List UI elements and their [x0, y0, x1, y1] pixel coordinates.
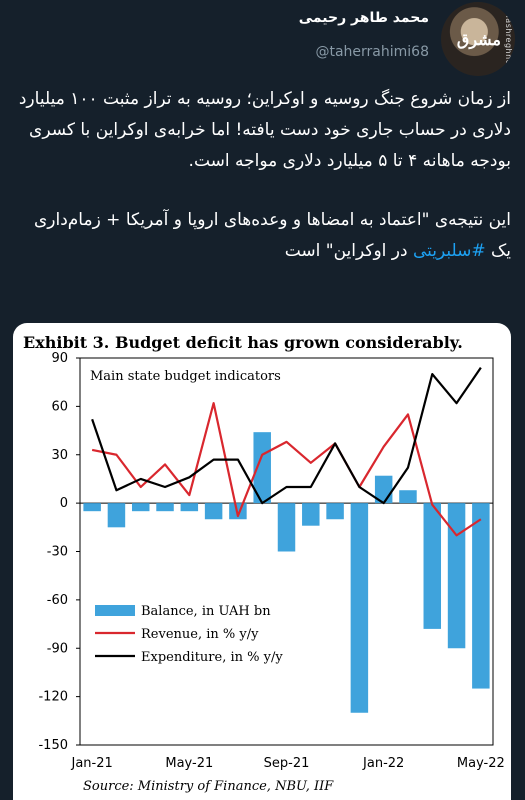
balance-bar	[350, 503, 369, 713]
avatar-logo: مشرق	[456, 30, 501, 49]
y-tick-label: -150	[38, 738, 68, 753]
x-tick-label: May-21	[165, 756, 213, 771]
avatar[interactable]: mashreghnews.ir مشرق	[441, 2, 515, 76]
balance-bar	[447, 503, 466, 649]
y-tick-label: 90	[51, 351, 68, 366]
legend-label: Expenditure, in % y/y	[141, 650, 283, 665]
y-tick-label: -120	[38, 690, 68, 705]
balance-bar	[399, 490, 417, 504]
display-name[interactable]: محمد طاهر رحیمی	[298, 10, 429, 26]
y-tick-label: 30	[51, 448, 68, 463]
revenue-line	[91, 402, 482, 537]
tweet-paragraph-1: از زمان شروع جنگ روسیه و اوکراین؛ روسیه …	[18, 89, 511, 171]
chart-image[interactable]: Exhibit 3. Budget deficit has grown cons…	[13, 323, 511, 800]
hashtag-link[interactable]: #سلبریتی	[412, 241, 486, 261]
y-tick-label: -30	[47, 545, 68, 560]
balance-bar	[326, 503, 344, 520]
user-handle[interactable]: @taherrahimi68	[315, 44, 429, 60]
balance-bar	[302, 503, 320, 526]
y-tick-label: 0	[60, 496, 68, 511]
balance-bar	[156, 503, 174, 512]
balance-bar	[107, 503, 126, 528]
balance-bar	[131, 503, 150, 512]
balance-bar	[180, 503, 199, 512]
balance-bar	[83, 503, 101, 512]
expenditure-line	[91, 367, 482, 505]
legend-swatch-balance	[95, 605, 135, 616]
x-tick-label: Sep-21	[264, 756, 310, 771]
legend-label: Revenue, in % y/y	[141, 627, 259, 642]
balance-bar	[423, 503, 442, 629]
x-tick-label: May-22	[457, 756, 505, 771]
y-tick-label: -60	[47, 593, 68, 608]
chart-source: Source: Ministry of Finance, NBU, IIF	[83, 779, 334, 794]
tweet-paragraph-2-start: این نتیجه‌ی "اعتماد به امضاها و وعده‌های…	[33, 210, 511, 261]
x-tick-label: Jan-21	[71, 756, 113, 771]
chart-subtitle: Main state budget indicators	[90, 369, 281, 384]
tweet-paragraph-2-end: در اوکراین" است	[284, 241, 413, 261]
balance-bar	[253, 432, 271, 504]
tweet-header: mashreghnews.ir مشرق محمد طاهر رحیمی @ta…	[0, 0, 525, 80]
tweet-text: از زمان شروع جنگ روسیه و اوکراین؛ روسیه …	[11, 84, 511, 267]
y-tick-label: 60	[51, 399, 68, 414]
budget-chart: 90 60 30 0 -30 -60 -90 -120 -150 Main state budge…	[38, 351, 505, 771]
tweet-paragraph-2: این نتیجه‌ی "اعتماد به امضاها و وعده‌های…	[11, 205, 511, 267]
balance-bar	[204, 503, 223, 520]
balance-bar	[277, 503, 296, 552]
chart-title: Exhibit 3. Budget deficit has grown cons…	[23, 333, 463, 352]
x-tick-label: Jan-22	[362, 756, 404, 771]
y-tick-label: -90	[47, 641, 68, 656]
legend-label: Balance, in UAH bn	[141, 604, 271, 619]
avatar-watermark: mashreghnews.ir	[504, 10, 513, 76]
paragraph-gap	[11, 177, 511, 205]
balance-bar	[472, 503, 490, 689]
